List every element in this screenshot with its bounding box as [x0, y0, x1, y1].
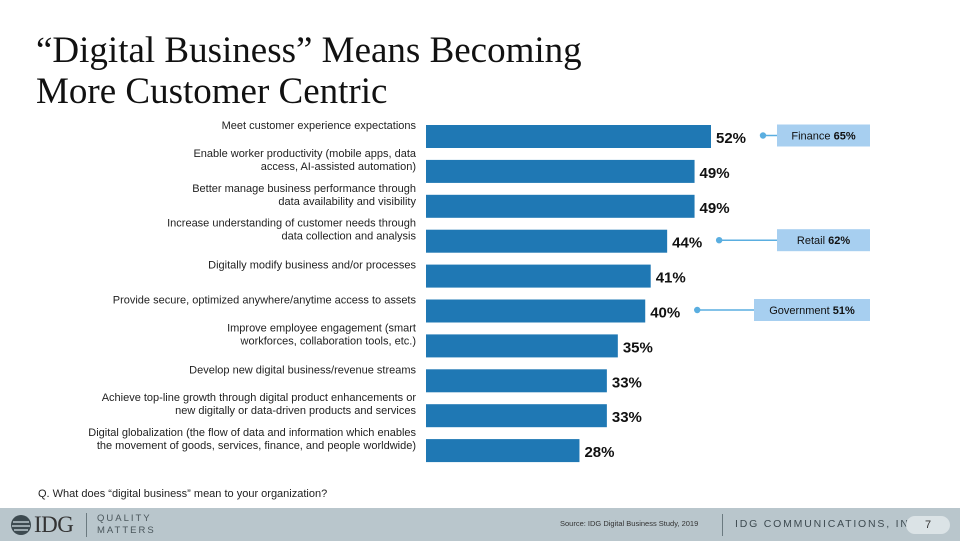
category-label-3-line-2: data availability and visibility: [278, 196, 416, 208]
bar-7: [426, 334, 618, 358]
category-label-2-line-2: access, AI-assisted automation): [261, 161, 416, 173]
category-label-7-line-1: Improve employee engagement (smart: [227, 322, 416, 334]
bar-1: [426, 125, 711, 148]
callout-value: 65%: [834, 131, 856, 143]
callout-dot-2: [715, 237, 723, 244]
callout-box-2: [777, 229, 870, 252]
callout-box-1: [777, 124, 870, 147]
callout-dot-3: [694, 306, 701, 314]
source-note: Source: IDG Digital Business Study, 2019: [560, 519, 699, 528]
bar-9: [426, 404, 607, 428]
bar-value-label-4: 44%: [672, 235, 702, 252]
category-label-1: Meet customer experience expectations: [222, 120, 417, 132]
tagline-line-1: QUALITY: [97, 513, 152, 524]
bar-value-label-1: 52%: [716, 130, 746, 147]
callout-dot-1: [759, 132, 767, 139]
category-label-9-line-1: Achieve top-line growth through digital …: [102, 392, 417, 404]
bar-value-label-7: 35%: [623, 339, 653, 356]
callout-industry: Finance: [791, 131, 833, 143]
category-label-4-line-2: data collection and analysis: [281, 231, 416, 243]
callout-box-3: [754, 299, 870, 321]
bar-value-label-8: 33%: [612, 374, 642, 391]
bar-10: [426, 439, 580, 463]
category-label-3-line-1: Better manage business performance throu…: [192, 183, 416, 195]
bar-8: [426, 369, 607, 393]
category-label-8: Develop new digital business/revenue str…: [189, 364, 416, 376]
bar-value-label-5: 41%: [656, 270, 686, 287]
callout-industry: Government: [769, 305, 833, 317]
company-name: IDG COMMUNICATIONS, INC.: [735, 518, 924, 530]
tagline-line-2: MATTERS: [97, 524, 156, 536]
tagline: QUALITY MATTERS: [86, 513, 156, 537]
bar-3: [426, 194, 695, 218]
slide-title: “Digital Business” Means Becoming More C…: [36, 30, 916, 112]
slide-title-line-1: “Digital Business” Means Becoming: [36, 30, 582, 71]
page-number: 7: [906, 516, 950, 534]
bar-chart: 52% Meet customer experience expectations…: [88, 120, 870, 463]
bar-5: [426, 264, 651, 288]
callout-label-2: Retail 62%: [797, 235, 850, 247]
idg-globe-icon: [11, 515, 31, 535]
callout-label-3: Government 51%: [769, 305, 855, 317]
category-label-4-line-1: Increase understanding of customer needs…: [167, 218, 416, 230]
callout-industry: Retail: [797, 235, 828, 247]
bar-4: [426, 229, 668, 253]
survey-question: Q. What does “digital business” mean to …: [38, 488, 328, 500]
category-label-6: Provide secure, optimized anywhere/anyti…: [113, 295, 417, 307]
category-label-2-line-1: Enable worker productivity (mobile apps,…: [193, 148, 416, 160]
slide-title-line-2: More Customer Centric: [36, 71, 388, 112]
category-label-9-line-2: new digitally or data-driven products an…: [175, 405, 416, 417]
footer-bar: IDG QUALITY MATTERS Source: IDG Digital …: [0, 508, 960, 541]
bar-value-label-10: 28%: [584, 444, 614, 461]
idg-logo: IDG: [10, 512, 74, 537]
bar-value-label-3: 49%: [700, 200, 730, 217]
category-label-7-line-2: workforces, collaboration tools, etc.): [240, 335, 416, 347]
logo-text: IDG: [34, 512, 74, 537]
bar-value-label-2: 49%: [700, 165, 730, 182]
category-label-10-line-2: the movement of goods, services, finance…: [97, 440, 416, 452]
bar-2: [426, 159, 695, 183]
footer-divider: [722, 514, 723, 536]
bar-6: [426, 299, 646, 323]
callout-label-1: Finance 65%: [791, 131, 855, 143]
category-label-10-line-1: Digital globalization (the flow of data …: [88, 427, 416, 439]
callout-value: 51%: [833, 305, 855, 317]
callout-value: 62%: [828, 235, 850, 247]
category-label-5: Digitally modify business and/or process…: [208, 260, 416, 272]
bar-value-label-6: 40%: [650, 305, 680, 322]
bar-value-label-9: 33%: [612, 409, 642, 426]
